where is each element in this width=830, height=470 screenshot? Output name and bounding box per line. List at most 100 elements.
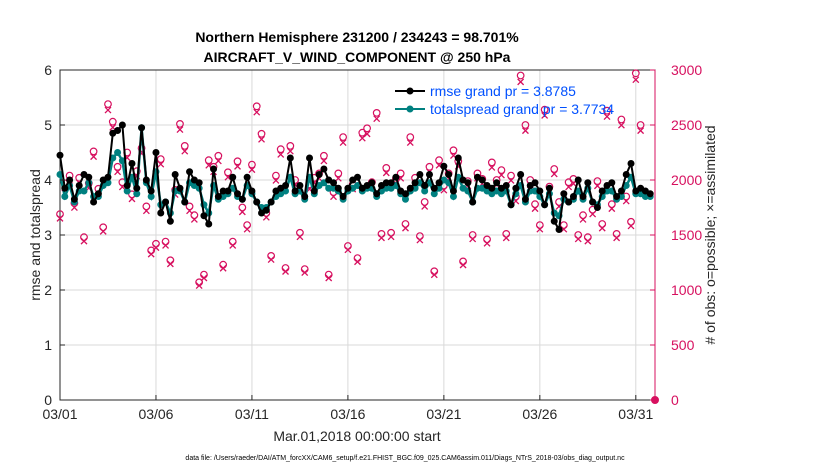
obs-possible-marker	[449, 146, 458, 155]
obs-assimilated-marker	[354, 258, 361, 266]
obs-assimilated-marker	[344, 246, 352, 254]
obs-assimilated-marker	[162, 242, 170, 249]
obs-possible-marker	[233, 157, 242, 166]
obs-possible-marker	[396, 169, 405, 178]
obs-assimilated-marker	[142, 207, 150, 215]
obs-assimilated-marker	[382, 169, 390, 177]
rmse-point	[617, 187, 625, 195]
obs-assimilated-marker	[267, 256, 275, 264]
obs-assimilated-marker	[632, 76, 640, 84]
y2-tick-label: 1000	[671, 282, 702, 298]
series-lines	[56, 121, 654, 233]
obs-assimilated-marker	[296, 233, 304, 241]
obs-assimilated-marker	[128, 195, 136, 203]
rmse-point	[123, 182, 131, 189]
obs-assimilated-marker	[190, 216, 198, 223]
rmse-point	[354, 173, 361, 181]
obs-assimilated-marker	[258, 135, 265, 143]
rmse-point	[531, 179, 539, 187]
y2-tick-label: 2000	[671, 172, 702, 188]
y2-tick-label: 3000	[671, 62, 702, 78]
rmse-point	[61, 184, 69, 192]
rmse-point	[464, 179, 472, 187]
obs-count-markers	[56, 69, 659, 404]
rmse-point	[574, 176, 582, 184]
obs-assimilated-marker	[90, 153, 98, 161]
y-axis-label: rmse and totalspread	[27, 169, 43, 301]
obs-assimilated-marker	[613, 234, 621, 242]
obs-assimilated-marker	[502, 234, 510, 242]
obs-assimilated-marker	[325, 274, 333, 282]
rmse-point	[593, 204, 601, 211]
obs-assimilated-marker	[627, 222, 635, 230]
obs-possible-marker	[185, 202, 194, 211]
rmse-point	[507, 201, 515, 209]
rmse-point	[430, 184, 438, 192]
obs-assimilated-marker	[176, 126, 184, 134]
rmse-point	[330, 179, 338, 187]
obs-possible-marker	[89, 147, 98, 156]
obs-assimilated-marker	[114, 168, 122, 176]
obs-assimilated-marker	[608, 205, 616, 213]
obs-possible-marker	[300, 265, 309, 274]
obs-possible-marker	[435, 156, 443, 165]
rmse-point	[320, 165, 328, 173]
obs-assimilated-marker	[152, 244, 160, 252]
y2-tick-label: 2500	[671, 117, 702, 133]
rmse-point	[104, 173, 112, 181]
obs-assimilated-marker	[166, 260, 174, 268]
obs-possible-marker	[372, 108, 381, 117]
rmse-point	[171, 171, 179, 178]
rmse-point	[387, 179, 395, 187]
obs-assimilated-marker	[339, 139, 347, 147]
rmse-point	[435, 179, 443, 187]
rmse-point	[512, 184, 520, 192]
rmse-point	[85, 173, 93, 181]
obs-possible-marker	[425, 162, 434, 171]
rmse-point	[373, 190, 381, 198]
obs-possible-marker	[334, 169, 343, 178]
obs-possible-marker	[286, 141, 295, 150]
data-file-footer: data file: /Users/raeder/DAI/ATM_forcXX/…	[185, 455, 625, 462]
obs-assimilated-marker	[330, 193, 337, 201]
rmse-point	[94, 190, 102, 198]
obs-possible-marker	[382, 163, 391, 172]
obs-assimilated-marker	[147, 250, 155, 258]
obs-possible-marker	[420, 198, 429, 206]
rmse-point	[646, 190, 654, 198]
obs-possible-marker	[176, 119, 184, 128]
rmse-point	[521, 195, 529, 203]
rmse-point	[133, 184, 141, 192]
obs-possible-marker	[108, 117, 117, 126]
y-tick-label: 3	[44, 227, 52, 243]
obs-possible-marker	[636, 121, 645, 129]
obs-possible-marker	[459, 257, 467, 266]
rmse-point	[315, 171, 323, 178]
obs-possible-marker	[113, 162, 122, 171]
rmse-point	[205, 220, 213, 228]
obs-possible-marker	[272, 171, 280, 180]
rmse-point	[195, 179, 203, 187]
obs-assimilated-marker	[195, 282, 203, 290]
obs-possible-marker	[324, 270, 333, 279]
chart-title-line2: AIRCRAFT_V_WIND_COMPONENT @ 250 hPa	[204, 49, 511, 65]
y2-tick-label: 500	[671, 337, 695, 353]
spread-point	[61, 193, 69, 200]
rmse-point	[334, 184, 342, 192]
obs-assimilated-marker	[378, 234, 385, 242]
rmse-point	[440, 162, 448, 170]
rmse-point	[401, 190, 409, 198]
obs-assimilated-marker	[421, 203, 429, 210]
obs-possible-marker	[339, 133, 348, 142]
rmse-point	[627, 160, 635, 167]
rmse-point	[301, 193, 309, 200]
obs-possible-marker	[603, 106, 611, 115]
x-tick-label: 03/26	[522, 406, 557, 422]
rmse-point	[608, 179, 616, 187]
obs-possible-marker	[200, 270, 208, 279]
rmse-point	[339, 193, 347, 200]
obs-assimilated-marker	[253, 108, 261, 116]
obs-assimilated-marker	[363, 130, 371, 138]
right-axis: 0 500 1000 1500 2000 2500 3000	[650, 62, 702, 408]
rmse-point	[75, 182, 83, 189]
